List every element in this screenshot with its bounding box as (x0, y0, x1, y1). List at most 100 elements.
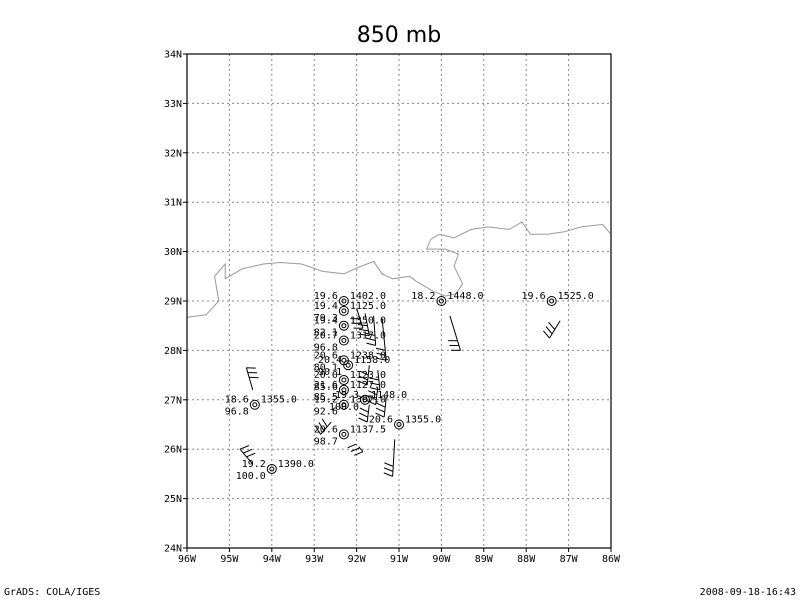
station-height-label: 1525.0 (558, 291, 594, 302)
station-height-label: 1448.0 (447, 291, 483, 302)
station-dot (341, 387, 347, 393)
station-circle (249, 399, 260, 410)
station-humidity-label: 82.1 (314, 328, 338, 339)
station-humidity-label: 96.8 (314, 343, 338, 354)
coastline (186, 221, 612, 318)
wind-barb (358, 404, 370, 423)
x-tick-label: 94W (263, 554, 282, 565)
wind-barb (369, 370, 381, 391)
station-plot: 18.2 1448.0 (411, 291, 484, 351)
station-humidity-label: 85.5 (314, 392, 338, 403)
station-circle (338, 320, 349, 331)
station-plot: 19.3 1148.0 100.0 (329, 390, 407, 423)
station-temp-label: 18.2 (411, 291, 435, 302)
station-plot: 19.4 1125.0 79.3 (314, 301, 386, 337)
y-tick-label: 29N (164, 297, 182, 308)
x-tick-label: 93W (305, 554, 324, 565)
station-plot: 19.2 1397.0 92.6 (314, 395, 386, 435)
station-dot (341, 402, 347, 408)
station-height-label: 1238.0 (350, 350, 386, 361)
station-circle (436, 296, 447, 306)
wind-barb (315, 418, 332, 435)
lat-lon-grid (186, 53, 612, 549)
station-circle (343, 360, 354, 371)
station-humidity-label: 98.7 (314, 436, 338, 447)
station-plot: 19.6 1525.0 (522, 291, 594, 339)
station-height-label: 1125.0 (350, 301, 386, 312)
station-dot (362, 397, 368, 403)
y-tick-label: 24N (164, 544, 182, 555)
wind-barb (350, 308, 364, 329)
wind-barb (347, 443, 364, 456)
station-circle (360, 394, 371, 405)
wind-barb (365, 315, 377, 346)
station-temp-label: 19.3 (335, 390, 359, 401)
station-temp-label: 20.0 (314, 370, 338, 381)
station-plot: 20.0 1123.0 85.6 (314, 370, 386, 406)
y-tick-label: 25N (164, 494, 182, 505)
coastline-path (186, 221, 612, 318)
station-humidity-label: 85.6 (314, 382, 338, 393)
station-dot (438, 298, 444, 304)
wind-barb (239, 445, 256, 465)
station-humidity-label: 100.0 (329, 402, 359, 413)
wind-barb (245, 367, 259, 391)
station-circle (338, 335, 349, 346)
station-plot: 20.6 1355.0 (369, 415, 441, 477)
footer-credit: GrADS: COLA/IGES (4, 587, 100, 598)
wind-barb (375, 397, 387, 418)
station-height-label: 1137.5 (350, 424, 386, 435)
x-tick-label: 89W (475, 554, 494, 565)
y-tick-label: 26N (164, 445, 182, 456)
station-temp-label: 18.6 (225, 395, 249, 406)
wind-barb (383, 439, 396, 477)
station-height-label: 1402.0 (350, 291, 386, 302)
station-height-label: 1123.0 (350, 370, 386, 381)
station-humidity-label: 100.0 (236, 471, 266, 482)
station-height-label: 1317.0 (350, 331, 386, 342)
station-circle (338, 375, 349, 386)
station-circle (338, 384, 349, 395)
y-tick-label: 30N (164, 247, 182, 258)
station-height-label: 1355.0 (261, 395, 297, 406)
y-tick-label: 31N (164, 198, 182, 209)
station-dot (549, 298, 555, 304)
station-dot (341, 308, 347, 314)
station-dot (396, 422, 402, 427)
x-tick-label: 90W (432, 554, 451, 565)
station-dot (345, 362, 351, 368)
station-temp-label: 20.6 (314, 424, 338, 435)
wind-barb (448, 315, 461, 351)
station-plots: 19.6 1402.019.4 1125.079.319.4 1350.082.120… (225, 291, 594, 482)
station-plot: 20.4 1158.0 90.1 (318, 355, 390, 391)
station-circle (394, 419, 404, 430)
station-plot: 20.7 1317.0 96.8 (314, 318, 387, 361)
station-dot (341, 357, 347, 363)
station-dot (269, 466, 275, 472)
station-humidity-label: 92.6 (314, 407, 338, 418)
y-tick-label: 28N (164, 346, 182, 357)
y-tick-label: 32N (164, 148, 182, 159)
wind-barb (375, 318, 387, 361)
station-temp-label: 19.4 (314, 301, 338, 312)
wind-barb (357, 313, 370, 337)
station-plot: 19.4 1350.0 82.1 (314, 316, 386, 346)
station-humidity-label: 79.3 (314, 313, 338, 324)
station-plot: 19.2 1390.0 100.0 (236, 445, 314, 482)
x-tick-label: 95W (220, 554, 239, 565)
x-tick-label: 87W (560, 554, 579, 565)
station-circle (338, 305, 349, 316)
station-dot (252, 402, 258, 408)
station-plot: 21.6 1127.0 85.5 (314, 380, 387, 418)
latitude-ticks: 24N 25N 26N 27N 28N 29N 30N 31N 32N 33N 34N (164, 50, 187, 555)
x-tick-label: 91W (390, 554, 409, 565)
station-plot: 19.6 1402.0 (314, 291, 386, 329)
station-temp-label: 20.6 (314, 350, 338, 361)
station-temp-label: 19.6 (314, 291, 338, 302)
station-temp-label: 20.7 (314, 331, 338, 342)
y-tick-label: 27N (164, 395, 182, 406)
station-dot (341, 377, 347, 383)
x-tick-label: 92W (348, 554, 367, 565)
map-title: 850 mb (357, 23, 441, 48)
